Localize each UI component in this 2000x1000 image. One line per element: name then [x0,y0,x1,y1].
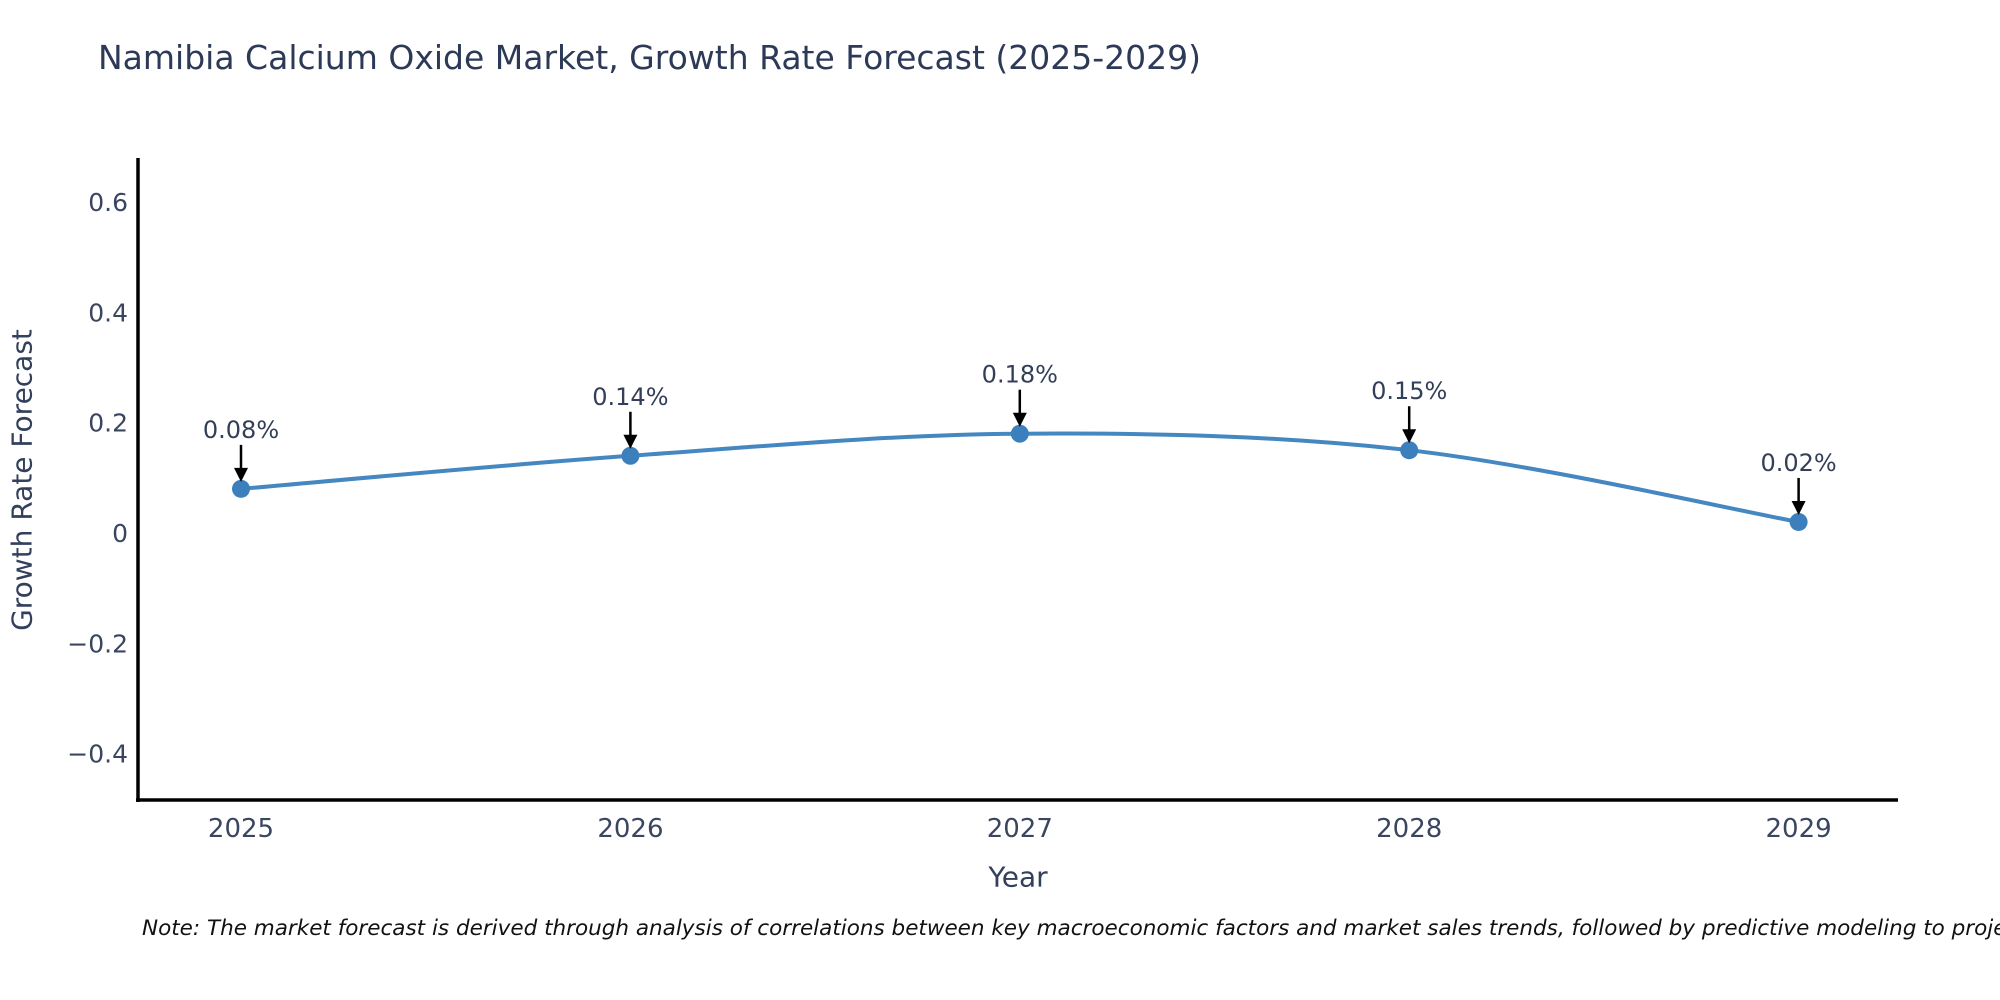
x-axis-title: Year [988,860,1048,894]
y-tick-label: −0.4 [67,740,128,769]
data-point-marker [1789,512,1808,531]
data-point-marker [232,479,250,498]
point-value-label: 0.14% [592,383,668,411]
x-tick-label: 2028 [1376,814,1442,844]
y-axis-title: Growth Rate Forecast [5,329,39,631]
data-point-marker [1010,424,1029,443]
forecast-line [239,431,1801,524]
y-tick-label: 0.4 [88,298,128,327]
annotation-arrow-head [1402,429,1417,444]
x-tick-label: 2026 [597,814,663,844]
y-tick-label: 0 [112,519,128,548]
annotation-arrow-head [1012,412,1027,427]
y-tick-label: −0.2 [67,629,128,658]
x-tick-label: 2027 [987,814,1053,844]
point-value-label: 0.08% [203,416,279,444]
x-tick-label: 2025 [208,814,274,844]
data-point-marker [621,446,640,465]
x-tick-label: 2029 [1766,814,1832,844]
annotation-arrow-head [234,467,248,482]
chart-title: Namibia Calcium Oxide Market, Growth Rat… [98,38,1202,77]
point-value-label: 0.15% [1371,377,1447,405]
annotation-arrow-head [1791,500,1806,515]
footnote: Note: The market forecast is derived thr… [142,916,2000,941]
y-tick-label: 0.6 [88,188,128,217]
annotation-arrow-head [623,434,638,449]
y-tick-label: 0.2 [88,409,128,438]
data-point-marker [1400,441,1419,460]
point-value-label: 0.18% [982,361,1058,389]
point-value-label: 0.02% [1760,449,1836,477]
